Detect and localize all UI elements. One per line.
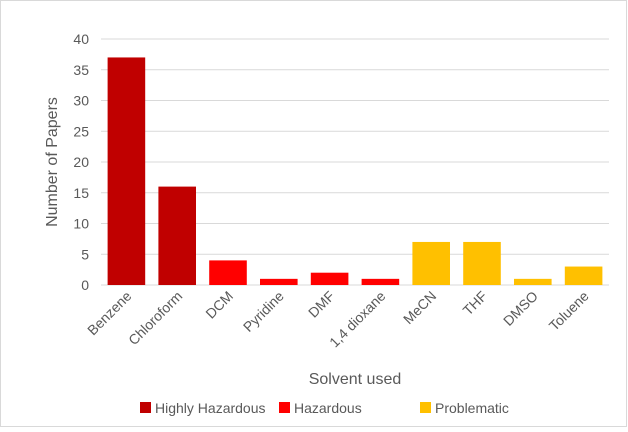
bar-dcm (209, 260, 247, 285)
legend-label: Problematic (435, 400, 509, 416)
bar-dmf (310, 272, 349, 285)
y-tick-label: 15 (73, 185, 89, 201)
y-axis-label: Number of Papers (44, 97, 61, 227)
y-tick-label: 5 (81, 246, 89, 262)
y-tick-label: 30 (73, 93, 89, 109)
legend-label: Hazardous (294, 400, 362, 416)
y-axis-ticks: 0 5 10 15 20 25 30 35 40 (73, 31, 89, 293)
x-tick-label: Pyridine (240, 288, 287, 335)
x-axis-label: Solvent used (309, 371, 402, 388)
x-tick-label: Chloroform (125, 288, 185, 348)
bar-1-4-dioxane (361, 278, 400, 285)
x-tick-label: THF (460, 288, 491, 319)
bar-dmso (514, 278, 552, 285)
bars (107, 57, 603, 286)
bar-pyridine (260, 278, 298, 285)
y-tick-label: 25 (73, 123, 89, 139)
y-tick-label: 40 (73, 31, 89, 47)
x-tick-label: Toluene (546, 288, 592, 334)
legend-swatch (140, 402, 151, 413)
x-tick-label: Benzene (84, 288, 135, 339)
legend-swatch (420, 402, 431, 413)
legend: Highly Hazardous Hazardous Problematic (140, 400, 509, 416)
bar-chloroform (158, 186, 196, 285)
y-tick-label: 0 (81, 277, 89, 293)
legend-swatch (279, 402, 290, 413)
x-tick-label: DCM (202, 288, 236, 322)
x-tick-label: DMSO (500, 288, 541, 329)
bar-benzene (107, 57, 146, 286)
x-tick-label: DMF (305, 288, 338, 321)
bar-mecn (412, 241, 450, 285)
y-tick-label: 20 (73, 154, 89, 170)
x-tick-label: MeCN (400, 288, 439, 327)
y-tick-label: 10 (73, 216, 89, 232)
bar-thf (463, 241, 501, 285)
legend-label: Highly Hazardous (155, 400, 266, 416)
bar-toluene (564, 266, 603, 285)
y-tick-label: 35 (73, 62, 89, 78)
